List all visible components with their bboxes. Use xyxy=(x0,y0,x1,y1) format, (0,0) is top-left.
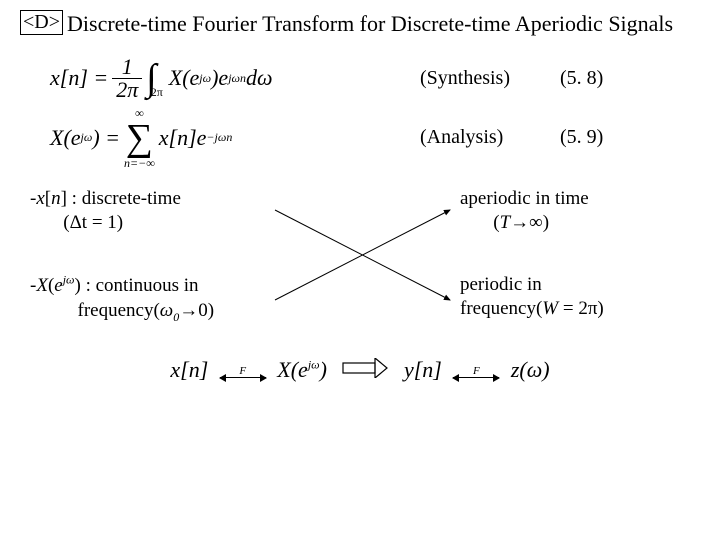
eq2-label: (Analysis) xyxy=(420,126,540,149)
eq-synthesis-expr: x[n] = 1 2π ∫2π X(ejω)ejωndω xyxy=(50,56,420,101)
eq1-sup-a: jω xyxy=(199,71,211,86)
eq1-label: (Synthesis) xyxy=(420,67,540,90)
page-title: Discrete-time Fourier Transform for Disc… xyxy=(67,10,673,38)
eq1-part-c: dω xyxy=(246,65,273,91)
prop-xn: -x[n] : discrete-time (Δt = 1) xyxy=(30,187,280,236)
section-tag: <D> xyxy=(20,10,63,35)
eq2-lhs-a: X(e xyxy=(50,125,81,151)
eq-analysis-expr: X(ejω) = ∞ ∑ n=−∞ x[n]e−jωn xyxy=(50,107,420,169)
prop-xejw: -X(ejω) : continuous in frequency(ω0→0) xyxy=(30,273,290,325)
fourier-arrow-2: F xyxy=(453,365,499,378)
prop-xejw-line2: frequency(ω0→0) xyxy=(78,300,215,321)
equation-synthesis: x[n] = 1 2π ∫2π X(ejω)ejωndω (Synthesis)… xyxy=(50,56,700,101)
prop-xn-line1: -x[n] : discrete-time xyxy=(30,188,181,209)
prop-periodic-line2: frequency(W = 2π) xyxy=(460,298,604,319)
eq1-sup-b: jωn xyxy=(228,71,246,86)
pair2-left: y[n] xyxy=(404,357,442,382)
fourier-arrow-1: F xyxy=(220,365,266,378)
prop-xejw-line1: -X(ejω) : continuous in xyxy=(30,275,199,296)
eq1-number: (5. 8) xyxy=(560,67,603,90)
prop-xn-line2: (Δt = 1) xyxy=(63,212,123,233)
eq1-part-a: X(e xyxy=(169,65,200,91)
implies-arrow xyxy=(342,358,388,384)
summation: ∞ ∑ n=−∞ xyxy=(124,107,155,169)
transform-pair-row: x[n] F X(ejω) y[n] F z(ω) xyxy=(20,357,700,385)
eq2-term-sup: −jωn xyxy=(206,130,232,145)
eq1-den: 2π xyxy=(112,78,142,101)
prop-periodic-line1: periodic in xyxy=(460,274,542,295)
eq2-lhs-b: ) = xyxy=(92,125,120,151)
eq1-num: 1 xyxy=(118,56,137,78)
pair2-right: z(ω) xyxy=(511,357,550,382)
pair1-left: x[n] xyxy=(170,357,208,382)
arrow2-label: F xyxy=(473,365,480,377)
title-row: <D> Discrete-time Fourier Transform for … xyxy=(20,10,700,38)
eq2-lhs-sup: jω xyxy=(81,130,93,145)
equation-analysis: X(ejω) = ∞ ∑ n=−∞ x[n]e−jωn (Analysis) (… xyxy=(50,107,700,169)
eq1-fraction: 1 2π xyxy=(112,56,142,101)
sigma-sign: ∑ xyxy=(126,119,153,157)
prop-aperiodic-line1: aperiodic in time xyxy=(460,188,589,209)
eq2-number: (5. 9) xyxy=(560,126,603,149)
prop-aperiodic-line2: (T→∞) xyxy=(493,212,549,233)
prop-periodic: periodic in frequency(W = 2π) xyxy=(460,273,700,322)
integral-limit: 2π xyxy=(151,85,163,100)
properties-diagram: -x[n] : discrete-time (Δt = 1) -X(ejω) :… xyxy=(20,187,700,347)
arrow1-label: F xyxy=(239,365,246,377)
eq1-part-b: )e xyxy=(211,65,228,91)
eq1-lhs: x[n] = xyxy=(50,65,108,91)
pair1-right: X(ejω) xyxy=(277,357,327,382)
prop-aperiodic: aperiodic in time (T→∞) xyxy=(460,187,700,236)
eq2-term-a: x[n]e xyxy=(159,125,207,151)
cross-arrows xyxy=(265,195,465,325)
